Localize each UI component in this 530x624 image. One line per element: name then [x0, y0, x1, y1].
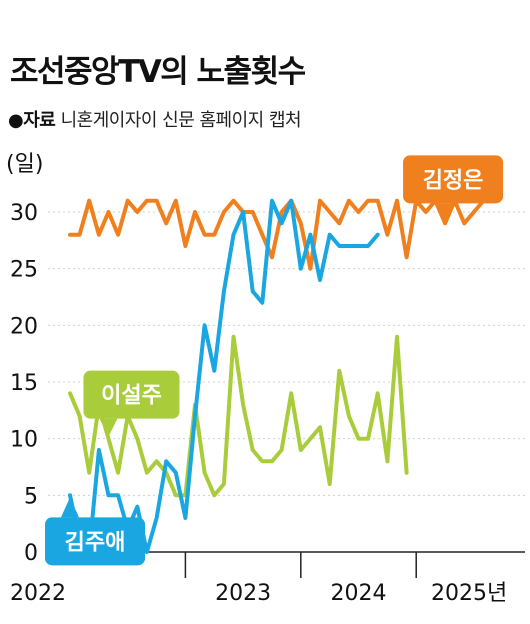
y-tick-label: 10: [10, 428, 38, 453]
x-tick-label: 2024: [331, 581, 387, 606]
series-label-text: 김정은: [423, 168, 484, 193]
series-label-box: [403, 155, 504, 204]
source-bullet: ●: [8, 110, 24, 131]
series-label-box: [83, 370, 180, 419]
x-tick-label: 2022: [10, 581, 66, 606]
y-tick-label: 0: [24, 541, 38, 566]
chart-title: 조선중앙TV의 노출횟수: [10, 54, 306, 90]
y-tick-labels: 0 5 10 15 20 25 30: [10, 201, 38, 566]
series-label-pointer: [99, 418, 118, 437]
x-tick-label: 2023: [215, 581, 271, 606]
series-label-box: [45, 517, 145, 566]
y-tick-label: 5: [24, 484, 38, 509]
series-line: [68, 334, 409, 498]
series-label: 김정은: [403, 155, 504, 222]
source-label: 자료: [23, 110, 56, 131]
source-text: 니혼게이자이 신문 홈페이지 캡처: [60, 110, 302, 131]
y-tick-label: 25: [10, 258, 38, 283]
x-tick-label: 2025년: [431, 581, 507, 606]
y-tick-label: 30: [10, 201, 38, 226]
y-tick-label: 15: [10, 371, 38, 396]
source-note: ●자료 니혼게이자이 신문 홈페이지 캡처: [8, 106, 302, 132]
series-line: [68, 198, 486, 271]
series-label: 김주애: [45, 497, 145, 566]
y-tick-label: 20: [10, 314, 38, 339]
series-label-pointer: [436, 203, 455, 222]
series-lines: [68, 198, 486, 554]
series-label-text: 김주애: [65, 530, 126, 555]
series-label-pointer: [61, 497, 79, 518]
y-axis-unit: (일): [6, 152, 44, 177]
series-label-text: 이설주: [101, 384, 162, 409]
series-label: 이설주: [83, 370, 180, 437]
